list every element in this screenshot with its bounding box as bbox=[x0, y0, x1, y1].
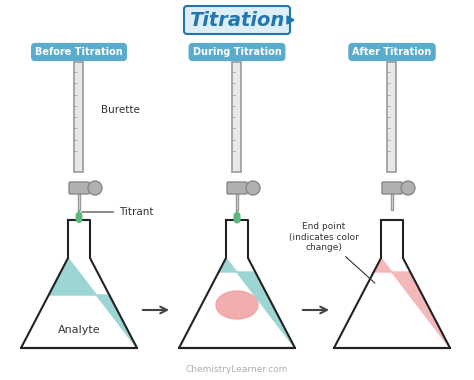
Circle shape bbox=[234, 216, 240, 221]
Polygon shape bbox=[77, 212, 81, 217]
Ellipse shape bbox=[216, 291, 258, 319]
Circle shape bbox=[234, 217, 240, 223]
FancyBboxPatch shape bbox=[184, 6, 290, 34]
Circle shape bbox=[401, 181, 415, 195]
FancyBboxPatch shape bbox=[388, 62, 396, 172]
Circle shape bbox=[234, 213, 240, 218]
Polygon shape bbox=[374, 258, 450, 348]
Circle shape bbox=[76, 215, 82, 220]
Polygon shape bbox=[77, 211, 81, 215]
Polygon shape bbox=[235, 214, 239, 218]
Text: Analyte: Analyte bbox=[58, 325, 100, 335]
Polygon shape bbox=[219, 258, 295, 348]
Text: After Titration: After Titration bbox=[352, 47, 432, 57]
Text: Before Titration: Before Titration bbox=[35, 47, 123, 57]
FancyBboxPatch shape bbox=[227, 182, 247, 194]
Circle shape bbox=[246, 181, 260, 195]
Circle shape bbox=[76, 217, 82, 222]
FancyBboxPatch shape bbox=[382, 182, 402, 194]
Text: Titration: Titration bbox=[190, 11, 284, 30]
Text: Burette: Burette bbox=[101, 105, 140, 115]
FancyBboxPatch shape bbox=[236, 193, 238, 210]
Polygon shape bbox=[235, 215, 239, 220]
FancyBboxPatch shape bbox=[391, 193, 393, 210]
Circle shape bbox=[234, 214, 240, 220]
Polygon shape bbox=[235, 212, 239, 217]
Circle shape bbox=[88, 181, 102, 195]
Polygon shape bbox=[287, 16, 294, 24]
Polygon shape bbox=[235, 211, 239, 215]
Polygon shape bbox=[49, 258, 137, 348]
Text: End point
(indicates color
change): End point (indicates color change) bbox=[289, 222, 375, 283]
FancyBboxPatch shape bbox=[233, 62, 241, 172]
Circle shape bbox=[76, 213, 82, 218]
Polygon shape bbox=[77, 214, 81, 220]
Text: ChemistryLearner.com: ChemistryLearner.com bbox=[186, 366, 288, 375]
Text: Titrant: Titrant bbox=[82, 207, 154, 217]
FancyBboxPatch shape bbox=[78, 193, 80, 210]
FancyBboxPatch shape bbox=[74, 62, 83, 172]
FancyBboxPatch shape bbox=[69, 182, 89, 194]
Text: During Titration: During Titration bbox=[192, 47, 282, 57]
